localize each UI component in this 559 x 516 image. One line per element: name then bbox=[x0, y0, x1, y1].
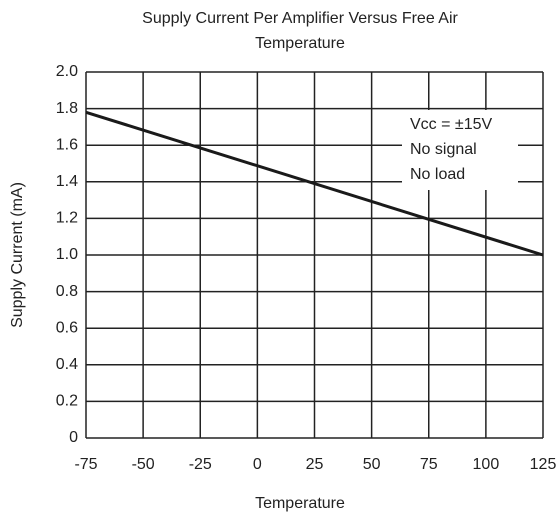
x-tick-label: 0 bbox=[253, 456, 262, 473]
y-tick-label: 1.6 bbox=[56, 136, 78, 153]
x-tick-label: -50 bbox=[132, 456, 155, 473]
y-tick-label: 2.0 bbox=[56, 63, 78, 80]
y-tick-label: 0.4 bbox=[56, 356, 78, 373]
y-axis-label: Supply Current (mA) bbox=[9, 182, 26, 328]
y-tick-label: 0.6 bbox=[56, 319, 78, 336]
annotation: No load bbox=[410, 166, 465, 183]
annotation: No signal bbox=[410, 141, 477, 158]
x-tick-label: 125 bbox=[530, 456, 557, 473]
x-tick-label: -75 bbox=[74, 456, 97, 473]
data-line bbox=[85, 110, 544, 257]
x-tick-label: 100 bbox=[473, 456, 500, 473]
x-tick-label: -25 bbox=[189, 456, 212, 473]
y-tick-label: 1.0 bbox=[56, 246, 78, 263]
y-tick-label: 1.8 bbox=[56, 100, 78, 117]
annotation-box bbox=[402, 110, 518, 190]
y-tick-label: 0 bbox=[69, 429, 78, 446]
y-tick-label: 1.4 bbox=[56, 173, 78, 190]
y-tick-label: 1.2 bbox=[56, 210, 78, 227]
annotation: Vcc = ±15V bbox=[410, 116, 492, 133]
y-tick-label: 0.8 bbox=[56, 283, 78, 300]
x-tick-label: 50 bbox=[363, 456, 381, 473]
x-tick-label: 75 bbox=[420, 456, 438, 473]
y-tick-label: 0.2 bbox=[56, 393, 78, 410]
chart-title: Supply Current Per Amplifier Versus Free… bbox=[142, 10, 458, 27]
chart-title: Temperature bbox=[255, 35, 345, 52]
x-axis-label: Temperature bbox=[255, 495, 345, 512]
x-tick-label: 25 bbox=[306, 456, 324, 473]
